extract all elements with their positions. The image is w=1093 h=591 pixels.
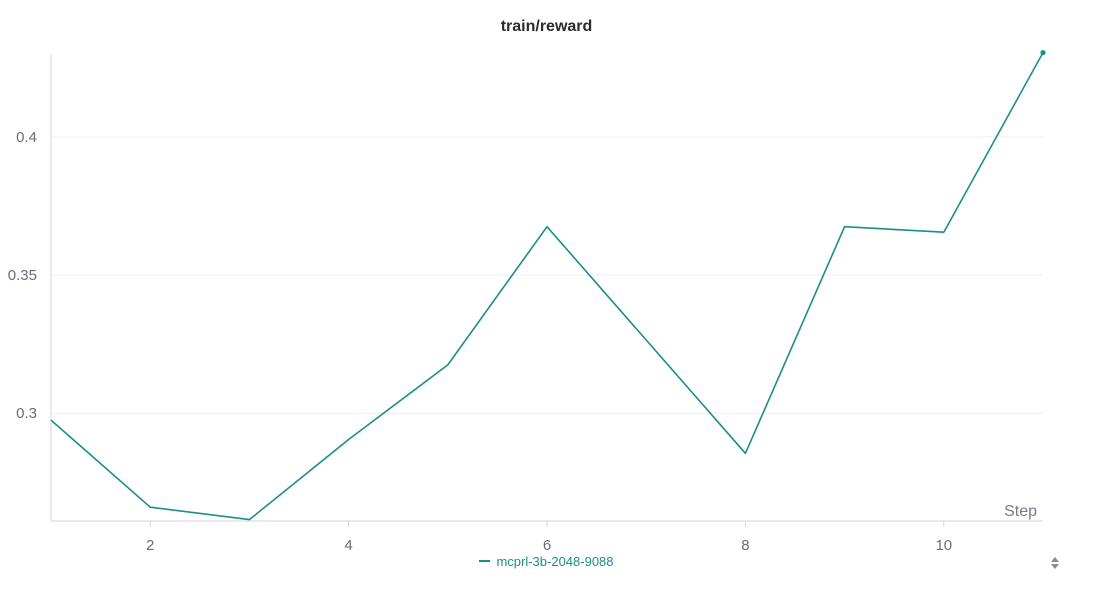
y-tick-label: 0.4	[16, 129, 37, 146]
y-tick-label: 0.3	[16, 405, 37, 422]
sort-updown-icon[interactable]	[1048, 554, 1062, 572]
x-tick-label: 6	[543, 537, 551, 554]
x-axis-title: Step	[1004, 503, 1037, 520]
last-point-marker	[1040, 50, 1046, 56]
x-tick-label: 8	[741, 537, 749, 554]
x-tick-label: 10	[935, 537, 952, 554]
series-line	[50, 52, 1044, 521]
x-tick-label: 4	[344, 537, 352, 554]
legend-swatch	[479, 559, 491, 562]
legend: mcprl-3b-2048-9088	[0, 554, 1093, 569]
x-tick-label: 2	[146, 537, 154, 554]
chart-title: train/reward	[500, 18, 593, 35]
y-tick-label: 0.35	[8, 267, 37, 284]
legend-label: mcprl-3b-2048-9088	[496, 554, 614, 569]
